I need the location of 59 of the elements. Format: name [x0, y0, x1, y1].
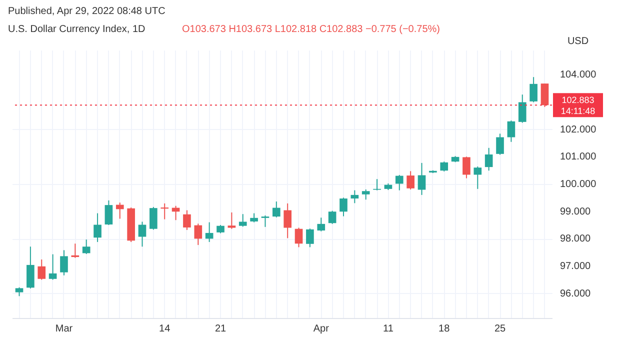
candlestick: [94, 212, 102, 242]
chart-subtitle: O103.673 H103.673 L102.818 C102.883 −0.775 (−0.75%): [182, 24, 440, 35]
candlestick: [194, 223, 202, 246]
candlestick: [530, 76, 538, 103]
candlestick: [48, 254, 57, 280]
candlestick: [138, 221, 146, 248]
y-tick-label: 96.000: [560, 288, 592, 300]
y-tick-label: 102.000: [560, 124, 597, 136]
y-tick-label: 98.000: [560, 234, 592, 245]
candlestick: [150, 206, 158, 230]
candlestick: [496, 133, 504, 156]
candlestick: [395, 174, 404, 191]
x-tick-label: 14: [159, 324, 171, 334]
ref-line-label: 102.883 14:11:48: [560, 95, 596, 116]
candlestick: [261, 214, 270, 228]
candlestick: [116, 202, 124, 220]
candlestick: [228, 212, 236, 230]
candlestick: [26, 246, 34, 289]
candlestick: [440, 161, 448, 172]
candlestick: [272, 201, 280, 218]
candlestick: [183, 210, 191, 230]
candlestick: [250, 212, 258, 223]
candlestick: [328, 210, 336, 224]
candlestick: [284, 202, 292, 239]
candlestick: [362, 188, 370, 200]
y-tick-label: 104.000: [560, 70, 597, 81]
x-tick-label: 18: [438, 324, 450, 334]
candlestick: [340, 197, 348, 217]
candlestick: [104, 200, 113, 226]
candlestick: [205, 222, 214, 242]
candlestick: [518, 94, 526, 124]
x-tick-label: 25: [494, 324, 506, 334]
x-tick-label: 21: [214, 324, 227, 334]
x-tick-label: Mar: [55, 324, 74, 334]
candlestick: [484, 147, 493, 172]
candlestick: [160, 202, 169, 220]
text: Published, Apr 29, 2022 08:48 UTC: [8, 6, 166, 17]
candlestick: [507, 120, 516, 142]
y-tick-label: 101.000: [560, 152, 597, 163]
candlestick: [82, 239, 90, 255]
y-tick-label: 97.000: [560, 261, 592, 272]
candlestick: [462, 156, 470, 179]
candlestick: [38, 258, 46, 280]
candlestick: [406, 170, 414, 190]
candlestick: [474, 166, 482, 190]
candlestick: [306, 228, 314, 248]
candlestick: [540, 83, 549, 108]
candlestick: [418, 162, 426, 196]
candlestick: [294, 227, 303, 248]
candlestick: [60, 250, 68, 276]
y-axis-title: USD: [567, 36, 589, 47]
candlestick: [350, 190, 359, 204]
x-tick-label: Apr: [313, 324, 330, 334]
candlestick: [317, 217, 326, 232]
chart-title: U.S. Dollar Currency Index, 1D: [8, 24, 146, 35]
y-tick-label: 99.000: [560, 206, 592, 218]
candlestick: [238, 214, 247, 228]
y-tick-label: 100.000: [560, 179, 597, 190]
x-tick-label: 11: [383, 324, 394, 334]
